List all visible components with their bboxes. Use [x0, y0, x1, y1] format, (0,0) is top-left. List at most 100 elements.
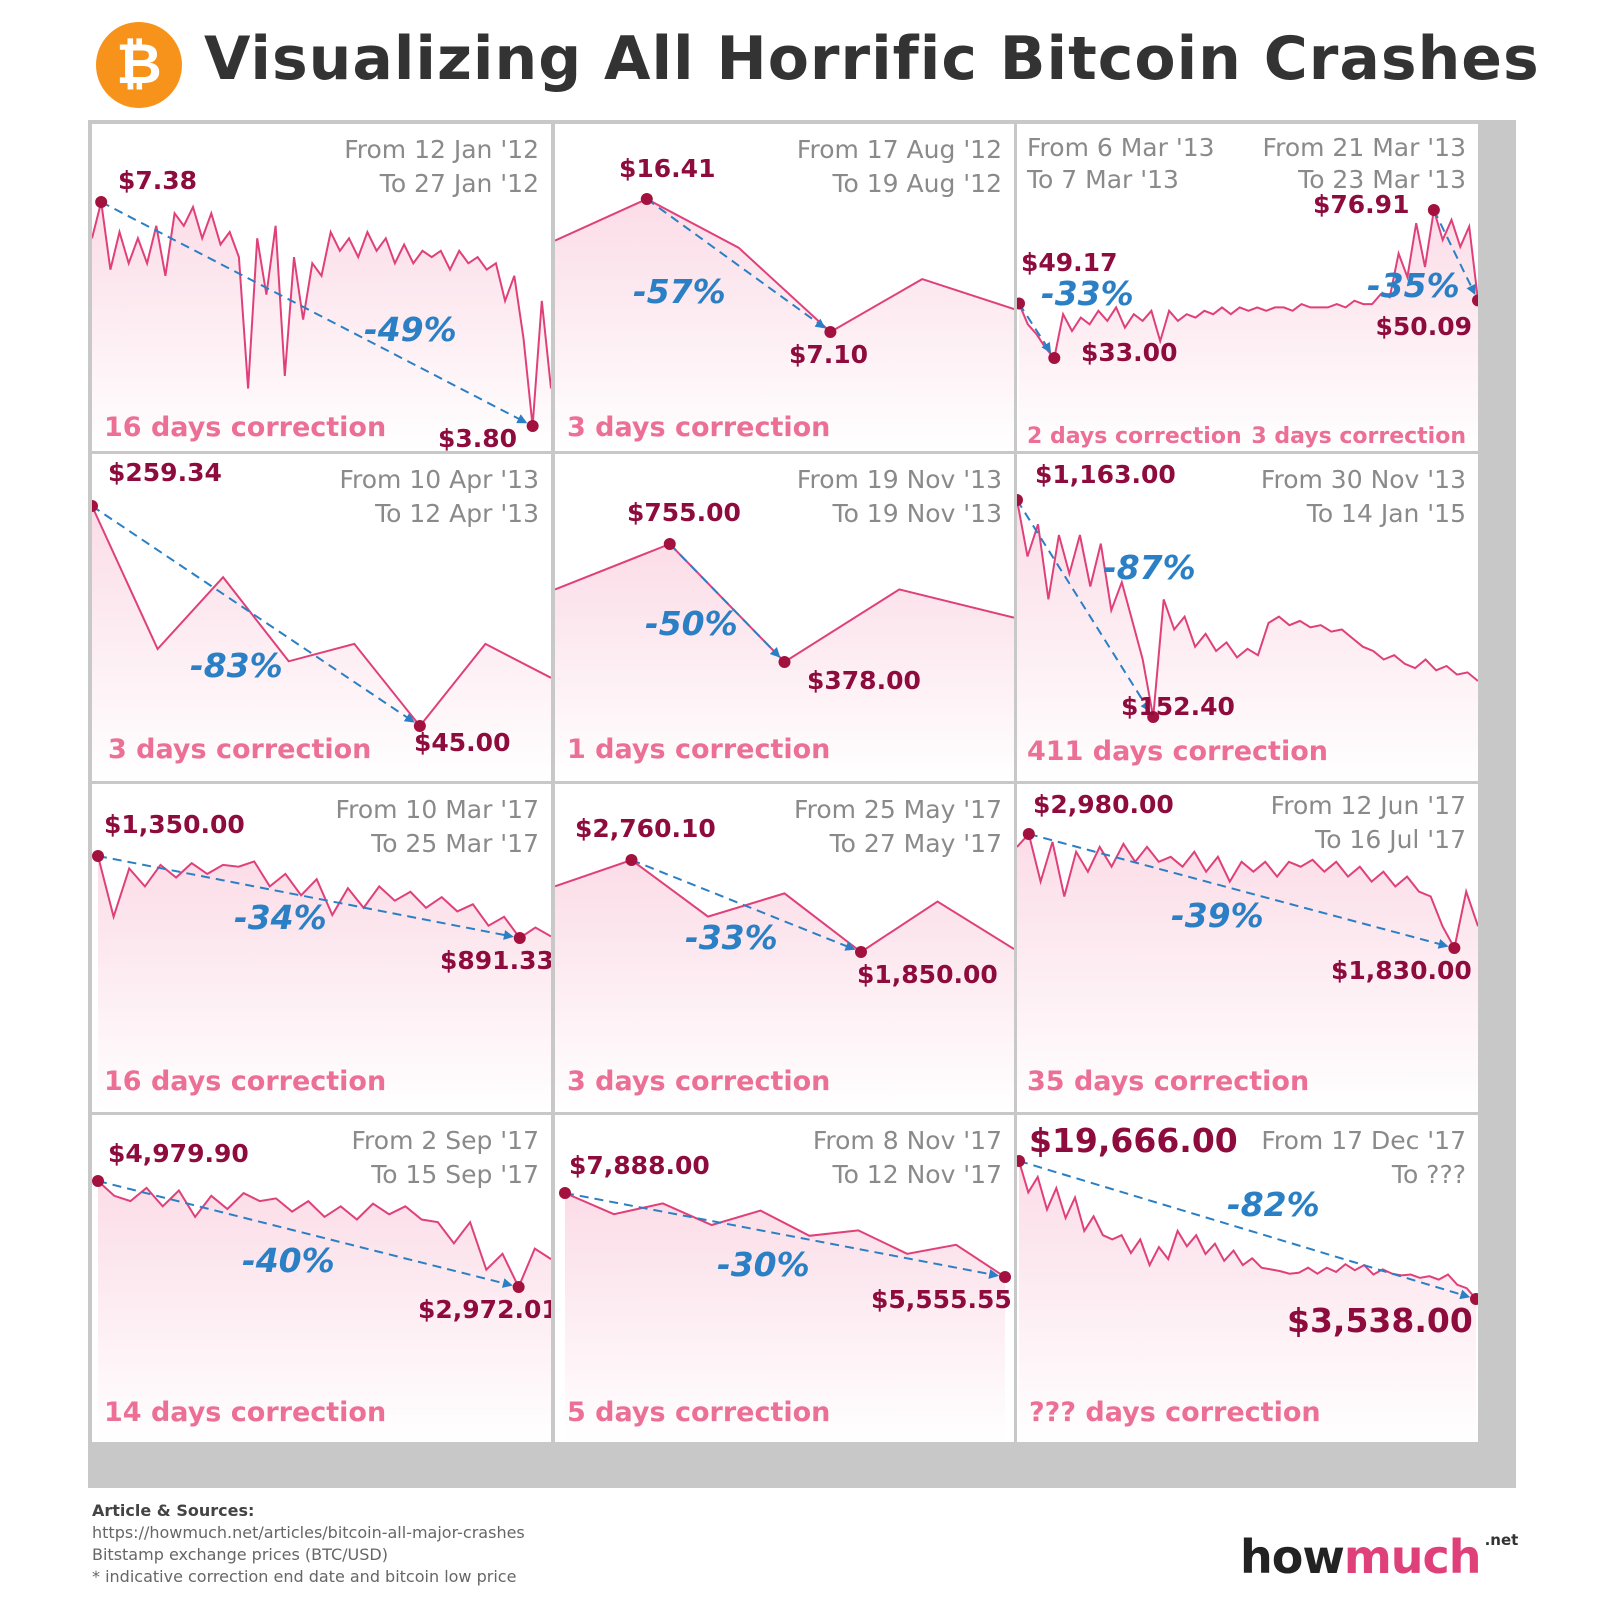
start-price: $7.38: [118, 166, 198, 195]
end-price: $378.00: [807, 666, 921, 695]
date-range-a-end: To 7 Mar '13: [1027, 165, 1179, 194]
low-dot: [513, 932, 526, 944]
end-price: $152.40: [1121, 692, 1235, 721]
crash-arrow: [97, 1180, 513, 1288]
low-dot: [1470, 1293, 1478, 1305]
peak-dot: [92, 1175, 104, 1187]
crash-panel: From 8 Nov '17 To 12 Nov '17 $7,888.00 $5,5…: [555, 1115, 1014, 1442]
date-to: To 12 Nov '17: [832, 1160, 1002, 1189]
correction-label: 3 days correction: [567, 412, 831, 443]
price-line: [555, 197, 1014, 334]
price-area: [98, 856, 551, 1112]
correction-label: 16 days correction: [104, 412, 387, 443]
date-from: From 17 Dec '17: [1261, 1126, 1466, 1155]
low-dot-b: [1472, 294, 1478, 307]
date-range-b: From 21 Mar '13: [1262, 133, 1466, 162]
price-chart: [92, 196, 551, 451]
date-from: From 10 Apr '13: [339, 465, 539, 494]
low-dot: [1448, 942, 1461, 954]
crash-panel: From 10 Apr '13 To 12 Apr '13 $259.34 $45.0…: [92, 454, 551, 781]
low-dot: [999, 1271, 1011, 1283]
date-from: From 25 May '17: [794, 795, 1002, 824]
crash-arrow: [1028, 833, 1449, 949]
date-from: From 30 Nov '13: [1260, 465, 1466, 494]
low-dot: [1147, 711, 1160, 723]
date-to: To 19 Aug '12: [832, 169, 1002, 198]
price-chart: [555, 193, 1014, 451]
correction-label: 1 days correction: [567, 734, 831, 765]
peak-dot: [1022, 828, 1035, 840]
correction-label: ??? days correction: [1029, 1397, 1321, 1428]
peak-dot: [640, 193, 653, 205]
crash-arrow: [1017, 499, 1151, 712]
crash-panel: From 12 Jun '17 To 16 Jul '17 $2,980.00 $1,…: [1017, 784, 1478, 1112]
price-area: [92, 202, 551, 451]
crash-arrow: [669, 543, 781, 658]
peak-dot: [663, 538, 676, 550]
price-line: [1017, 499, 1478, 718]
bitcoin-icon: ₿: [96, 22, 182, 108]
price-area: [98, 1181, 551, 1442]
crash-arrow: [97, 855, 514, 940]
price-line: [97, 855, 551, 940]
price-area: [1019, 1161, 1476, 1442]
crash-panel: From 30 Nov '13 To 14 Jan '15 $1,163.00 $15…: [1017, 454, 1478, 781]
change-pct: -83%: [190, 646, 283, 685]
peak-dot-a: [1017, 297, 1025, 310]
footer-source: Bitstamp exchange prices (BTC/USD): [92, 1545, 388, 1564]
low-dot: [778, 656, 791, 668]
brand-how: how: [1240, 1530, 1345, 1584]
correction-label: 5 days correction: [567, 1397, 831, 1428]
start-price: $7,888.00: [569, 1151, 710, 1180]
change-pct: -57%: [633, 272, 726, 311]
crash-arrow: [100, 201, 528, 424]
date-to: To 12 Apr '13: [375, 499, 539, 528]
crash-arrow-b: [1432, 209, 1476, 296]
start-price-a: $49.17: [1021, 248, 1118, 277]
end-price: $7.10: [789, 340, 869, 369]
date-from: From 17 Aug '12: [796, 135, 1002, 164]
start-price-b: $76.91: [1313, 190, 1410, 219]
end-price: $2,972.01: [418, 1295, 551, 1324]
change-pct: -49%: [364, 310, 457, 349]
price-chart: [1017, 1155, 1478, 1442]
crash-arrow: [1018, 1160, 1471, 1300]
change-pct: -39%: [1171, 896, 1264, 935]
brand-logo: howmuch .net: [1240, 1530, 1518, 1584]
price-line: [1018, 209, 1478, 361]
price-chart: [92, 850, 551, 1112]
peak-dot: [92, 500, 98, 512]
change-pct: -33%: [685, 918, 778, 957]
price-area: [1019, 210, 1478, 451]
footer-url[interactable]: https://howmuch.net/articles/bitcoin-all…: [92, 1523, 525, 1542]
price-chart: [555, 538, 1014, 781]
crash-arrow: [631, 859, 856, 951]
crash-panel: From 6 Mar '13 To 7 Mar '13 From 21 Mar '1…: [1017, 124, 1478, 451]
change-pct: -30%: [717, 1245, 810, 1284]
end-price: $3,538.00: [1287, 1301, 1473, 1340]
change-pct-a: -33%: [1041, 274, 1134, 313]
date-range-b-end: To 23 Mar '13: [1298, 165, 1466, 194]
crash-chart-grid: From 12 Jan '12 To 27 Jan '12 $7.38 $3.80 -4…: [88, 120, 1516, 1488]
start-price: $2,760.10: [575, 814, 716, 843]
price-chart: [1017, 204, 1478, 451]
peak-dot: [1017, 494, 1023, 506]
price-chart: [92, 500, 551, 781]
end-price: $5,555.55: [871, 1285, 1012, 1314]
crash-panel: From 2 Sep '17 To 15 Sep '17 $4,979.90 $2,9…: [92, 1115, 551, 1442]
price-area: [1017, 500, 1478, 781]
date-to: To 25 Mar '17: [371, 829, 539, 858]
date-from: From 8 Nov '17: [812, 1126, 1002, 1155]
price-area: [1017, 834, 1478, 1112]
change-pct-b: -35%: [1367, 266, 1460, 305]
date-from: From 10 Mar '17: [335, 795, 539, 824]
crash-arrow-a: [1018, 302, 1052, 353]
correction-label: 14 days correction: [104, 1397, 387, 1428]
correction-label-b: 3 days correction: [1251, 424, 1466, 449]
peak-dot: [1017, 1155, 1025, 1167]
footer-title: Article & Sources:: [92, 1501, 255, 1520]
correction-label: 411 days correction: [1027, 736, 1328, 767]
correction-label: 16 days correction: [104, 1066, 387, 1097]
price-area: [555, 860, 1014, 1112]
crash-panel: From 17 Aug '12 To 19 Aug '12 $16.41 $7.10 -…: [555, 124, 1014, 451]
